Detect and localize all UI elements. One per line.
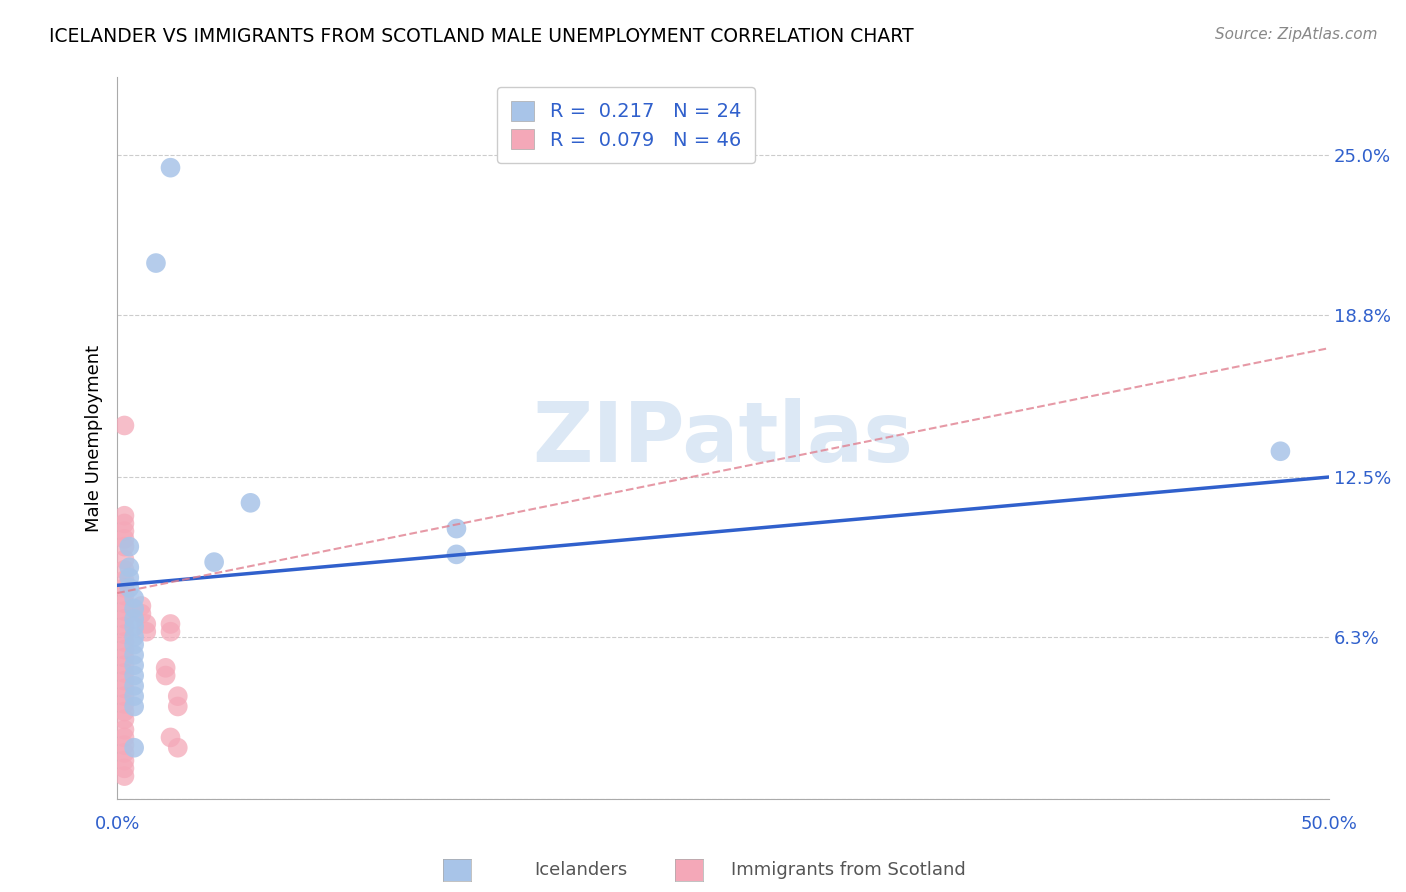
Point bbox=[135, 624, 157, 639]
Text: Icelanders: Icelanders bbox=[534, 861, 627, 879]
Point bbox=[114, 581, 136, 595]
Point bbox=[114, 540, 136, 554]
Point bbox=[122, 740, 145, 755]
Point bbox=[114, 712, 136, 726]
Point bbox=[118, 560, 141, 574]
Point bbox=[114, 619, 136, 633]
Point bbox=[114, 723, 136, 737]
Point bbox=[145, 256, 167, 270]
Text: Source: ZipAtlas.com: Source: ZipAtlas.com bbox=[1215, 27, 1378, 42]
Point bbox=[122, 699, 145, 714]
Point bbox=[114, 665, 136, 680]
Point bbox=[114, 612, 136, 626]
Point bbox=[114, 761, 136, 775]
Legend: R =  0.217   N = 24, R =  0.079   N = 46: R = 0.217 N = 24, R = 0.079 N = 46 bbox=[498, 87, 755, 163]
Point bbox=[114, 596, 136, 610]
Text: ICELANDER VS IMMIGRANTS FROM SCOTLAND MALE UNEMPLOYMENT CORRELATION CHART: ICELANDER VS IMMIGRANTS FROM SCOTLAND MA… bbox=[49, 27, 914, 45]
Point bbox=[114, 673, 136, 688]
Text: 50.0%: 50.0% bbox=[1301, 815, 1357, 833]
Point bbox=[118, 581, 141, 595]
Point bbox=[159, 617, 181, 632]
Point bbox=[114, 589, 136, 603]
Point bbox=[122, 668, 145, 682]
Point bbox=[114, 746, 136, 760]
Point bbox=[114, 524, 136, 538]
Point bbox=[114, 731, 136, 745]
Point bbox=[114, 552, 136, 566]
Point bbox=[122, 601, 145, 615]
Point bbox=[155, 661, 177, 675]
Point bbox=[114, 642, 136, 657]
Text: Immigrants from Scotland: Immigrants from Scotland bbox=[731, 861, 966, 879]
Point bbox=[155, 668, 177, 682]
Point bbox=[122, 591, 145, 606]
Point bbox=[118, 571, 141, 585]
Point bbox=[114, 769, 136, 783]
Point bbox=[122, 689, 145, 703]
Point bbox=[114, 532, 136, 546]
Point bbox=[114, 689, 136, 703]
Point bbox=[114, 658, 136, 673]
Point bbox=[122, 658, 145, 673]
Point bbox=[159, 731, 181, 745]
Point bbox=[131, 607, 153, 621]
Point bbox=[446, 547, 468, 561]
Point bbox=[114, 705, 136, 719]
Point bbox=[166, 740, 188, 755]
Point bbox=[122, 648, 145, 662]
Point bbox=[114, 738, 136, 752]
Point bbox=[135, 617, 157, 632]
Y-axis label: Male Unemployment: Male Unemployment bbox=[86, 345, 103, 532]
Point bbox=[166, 689, 188, 703]
Point bbox=[114, 650, 136, 665]
Point bbox=[114, 418, 136, 433]
Point bbox=[122, 679, 145, 693]
Point bbox=[122, 630, 145, 644]
Point bbox=[131, 599, 153, 613]
Point bbox=[159, 161, 181, 175]
Text: 0.0%: 0.0% bbox=[94, 815, 139, 833]
Point bbox=[239, 496, 262, 510]
Point bbox=[166, 699, 188, 714]
Point bbox=[122, 619, 145, 633]
Point bbox=[114, 635, 136, 649]
Point bbox=[122, 638, 145, 652]
Point bbox=[114, 697, 136, 711]
Point bbox=[202, 555, 225, 569]
Point bbox=[114, 627, 136, 641]
Point bbox=[118, 540, 141, 554]
Point bbox=[114, 563, 136, 577]
Point bbox=[114, 754, 136, 768]
Point bbox=[1270, 444, 1292, 458]
Point bbox=[114, 573, 136, 587]
Point bbox=[114, 508, 136, 523]
Point bbox=[114, 604, 136, 618]
Text: ZIPatlas: ZIPatlas bbox=[533, 398, 914, 479]
Point bbox=[446, 522, 468, 536]
Point bbox=[114, 516, 136, 531]
Point bbox=[159, 624, 181, 639]
Point bbox=[122, 612, 145, 626]
Point bbox=[114, 681, 136, 696]
